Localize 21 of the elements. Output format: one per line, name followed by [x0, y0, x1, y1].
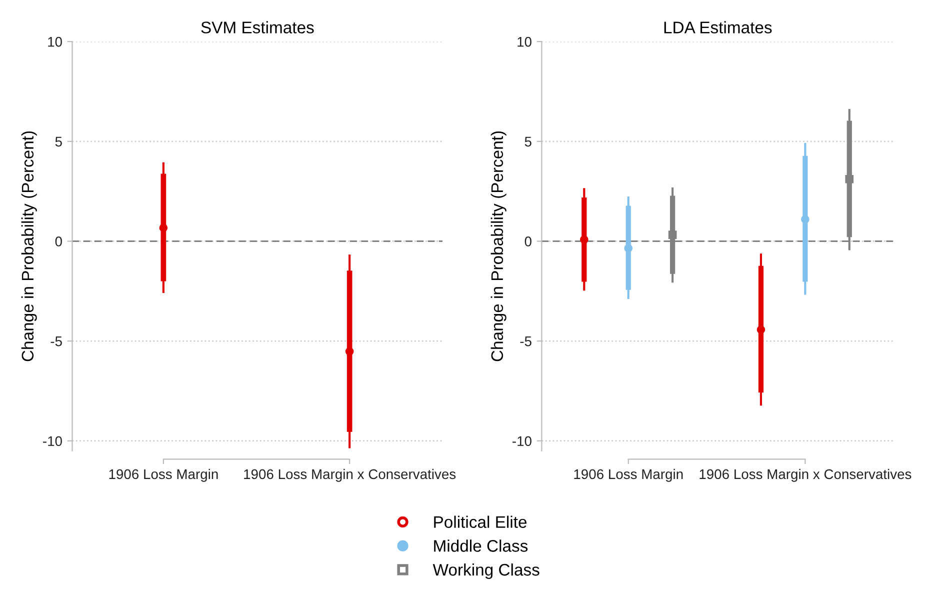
x-tick-label: 1906 Loss Margin — [109, 468, 218, 482]
y-tick-label: 5 — [524, 136, 532, 147]
y-tick-label: 5 — [55, 136, 62, 147]
legend-label: Working Class — [432, 563, 540, 579]
y-tick-label: -10 — [512, 436, 532, 446]
y-tick-label: 0 — [524, 236, 532, 246]
x-tick-label: 1906 Loss Margin x Conservatives — [244, 468, 456, 482]
y-axis-title: Change in Probability (Percent) — [490, 131, 506, 362]
chart-title: SVM Estimates — [201, 21, 314, 34]
y-tick-label: 10 — [518, 36, 532, 47]
y-tick-label: -10 — [43, 436, 62, 446]
y-tick-label: 0 — [55, 236, 62, 246]
chart-title: LDA Estimates — [664, 21, 772, 34]
x-tick-label: 1906 Loss Margin — [574, 468, 683, 482]
y-tick-label: 10 — [48, 36, 62, 47]
x-tick-label: 1906 Loss Margin x Conservatives — [700, 468, 912, 482]
legend-label: Middle Class — [434, 540, 528, 552]
legend-label: Political Elite — [434, 516, 527, 528]
y-axis-title: Change in Probability (Percent) — [21, 131, 37, 362]
y-tick-label: -5 — [50, 336, 62, 346]
y-tick-label: -5 — [520, 336, 532, 346]
